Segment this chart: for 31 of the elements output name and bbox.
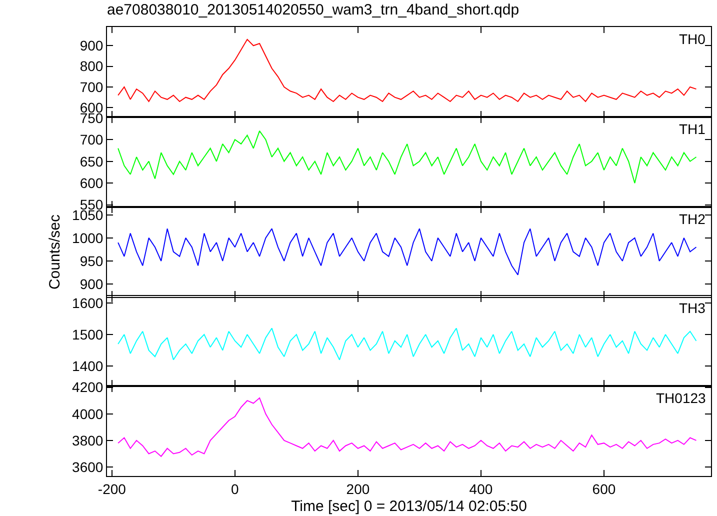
x-tick-label: 600	[592, 480, 616, 497]
series-label: TH2	[679, 210, 706, 227]
y-tick-label: 1500	[72, 326, 104, 343]
x-tick-label: 400	[469, 480, 493, 497]
y-axis-title: Counts/sec	[46, 214, 64, 290]
chart-title: ae708038010_20130514020550_wam3_trn_4band_short.qdp	[107, 2, 520, 18]
y-tick-label: 4200	[72, 379, 104, 396]
y-tick-label: 950	[80, 252, 104, 268]
x-tick-label: -200	[98, 480, 126, 497]
y-tick-label: 1000	[72, 229, 104, 246]
y-tick-label: 900	[80, 276, 104, 292]
y-tick-label: 900	[80, 38, 104, 54]
series-label: TH1	[679, 120, 706, 137]
y-tick-label: 3600	[72, 459, 104, 476]
line-series	[118, 228, 697, 275]
y-tick-label: 1400	[72, 358, 104, 374]
x-tick-label: 200	[346, 480, 370, 497]
y-tick-label: 650	[80, 153, 104, 170]
y-tick-label: 3800	[72, 432, 104, 449]
y-tick-label: 4000	[72, 406, 104, 422]
x-tick-label: 0	[231, 480, 240, 497]
y-tick-label: 800	[80, 58, 104, 74]
y-tick-label: 700	[80, 78, 104, 95]
text: TH0	[679, 31, 706, 47]
series-label: TH3	[679, 300, 706, 316]
line-series	[118, 328, 697, 361]
x-axis-title: Time [sec] 0 = 2013/05/14 02:05:50	[291, 498, 527, 515]
y-tick-label: 600	[80, 174, 104, 191]
y-tick-label: 1600	[72, 295, 104, 312]
y-tick-label: 700	[80, 131, 104, 148]
text: TH0123	[656, 390, 706, 406]
